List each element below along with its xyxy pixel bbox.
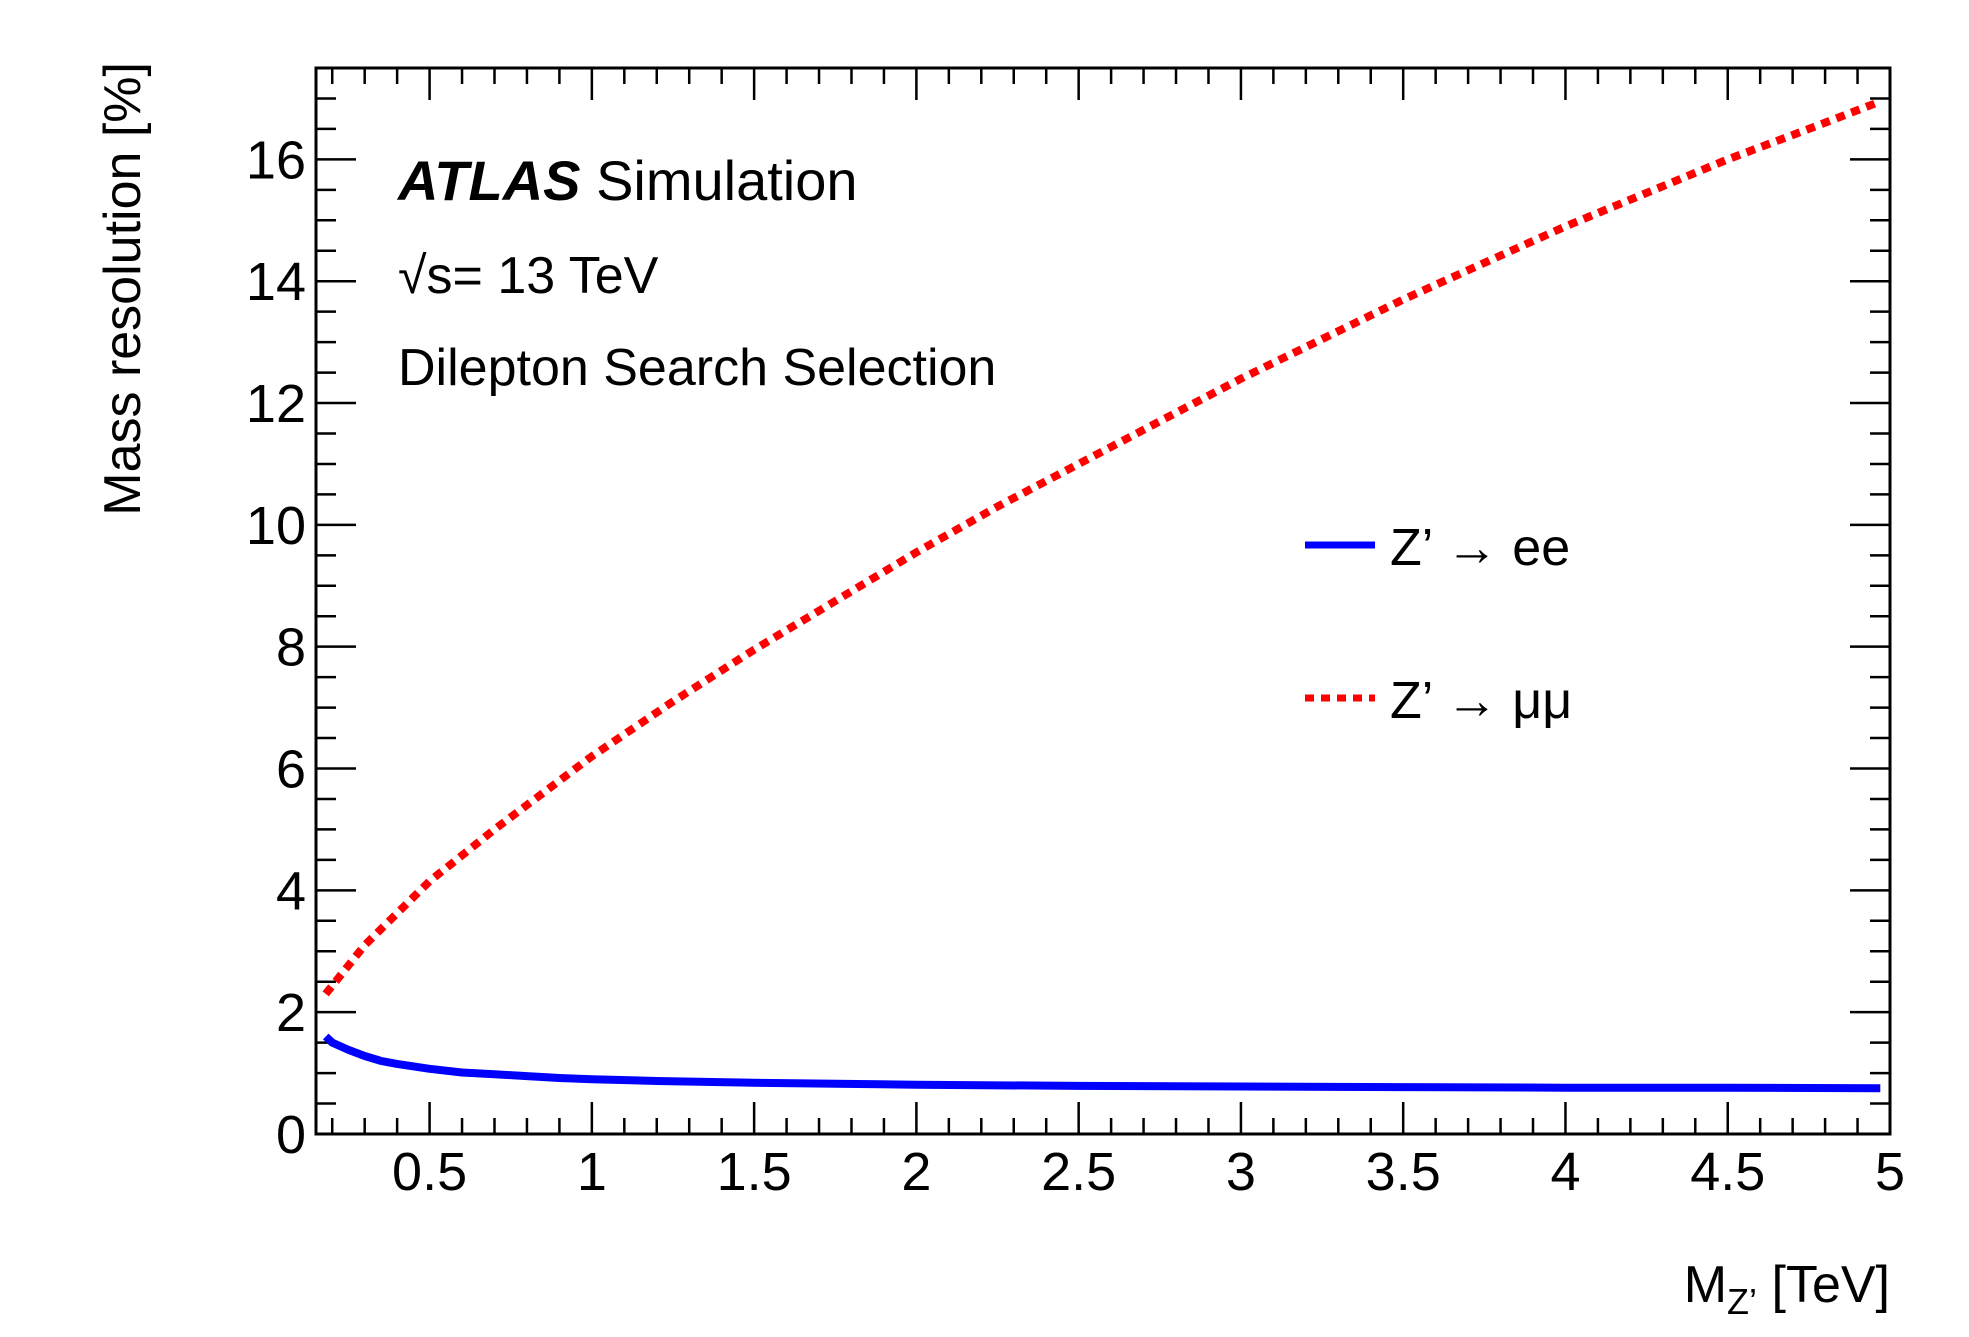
y-tick-label: 16 <box>246 130 306 190</box>
x-axis-label: MZ’ [TeV] <box>1684 1256 1890 1322</box>
x-tick-label: 2.5 <box>1041 1142 1116 1202</box>
energy-value: = 13 TeV <box>453 247 659 305</box>
x-axis-label-unit: [TeV] <box>1757 1256 1890 1314</box>
x-axis-tick-labels: 0.5 1 1.5 2 2.5 3 3.5 4 4.5 5 <box>392 1142 1905 1202</box>
x-tick-label: 3 <box>1226 1142 1256 1202</box>
y-tick-label: 14 <box>246 252 306 312</box>
y-tick-label: 4 <box>276 861 306 921</box>
y-axis-tick-labels: 0 2 4 6 8 10 12 14 16 <box>246 130 306 1165</box>
x-axis-ticks <box>330 68 1892 1134</box>
y-tick-label: 10 <box>246 496 306 556</box>
y-tick-label: 12 <box>246 374 306 434</box>
x-tick-label: 3.5 <box>1366 1142 1441 1202</box>
x-axis-label-main: M <box>1684 1256 1727 1314</box>
plot-frame <box>314 66 1892 1136</box>
simulation-label: Simulation <box>596 149 857 212</box>
x-tick-label: 1.5 <box>717 1142 792 1202</box>
series-line-mumu <box>322 97 1882 997</box>
selection-annotation: Dilepton Search Selection <box>398 339 996 397</box>
x-tick-label: 1 <box>577 1142 607 1202</box>
experiment-annotation: ATLAS Simulation <box>396 149 858 212</box>
legend-label-mumu: Z’ → μμ <box>1390 672 1572 730</box>
atlas-label: ATLAS <box>396 149 581 212</box>
y-axis-ticks <box>316 66 1890 1136</box>
y-tick-label: 6 <box>276 740 306 800</box>
series-line-ee <box>322 1033 1881 1093</box>
y-axis-label: Mass resolution [%] <box>94 62 152 516</box>
x-tick-label: 4.5 <box>1690 1142 1765 1202</box>
x-axis-label-sub: Z’ <box>1727 1281 1757 1322</box>
y-tick-label: 0 <box>276 1105 306 1165</box>
y-tick-label: 2 <box>276 983 306 1043</box>
series-lines <box>322 97 1882 1093</box>
y-tick-label: 8 <box>276 618 306 678</box>
x-tick-label: 5 <box>1875 1142 1905 1202</box>
legend: Z’ → ee Z’ → μμ <box>1305 519 1572 730</box>
x-tick-label: 0.5 <box>392 1142 467 1202</box>
x-tick-label: 2 <box>901 1142 931 1202</box>
energy-sqrt: √s <box>398 247 453 305</box>
x-tick-label: 4 <box>1550 1142 1580 1202</box>
energy-annotation: √s= 13 TeV <box>398 247 659 305</box>
legend-label-ee: Z’ → ee <box>1390 519 1570 577</box>
